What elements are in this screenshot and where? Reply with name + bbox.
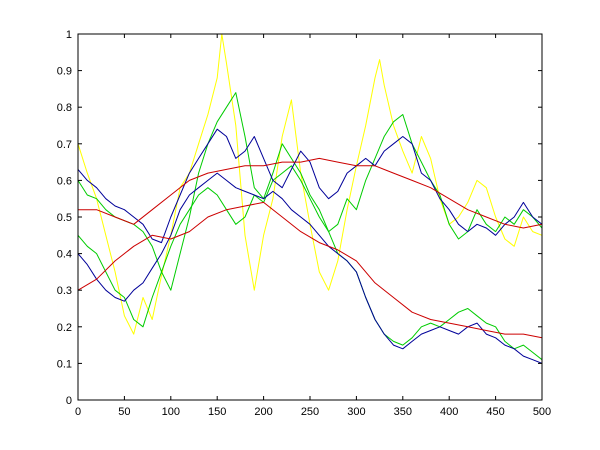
series-line-5 (77, 172, 543, 364)
y-tick-label: 0.2 (57, 322, 72, 334)
y-tick-label: 0.9 (57, 66, 72, 78)
x-tick-label: 250 (301, 406, 319, 418)
y-tick-label: 0.4 (57, 249, 72, 261)
x-tick-label: 400 (440, 406, 458, 418)
x-tick-label: 500 (533, 406, 551, 418)
y-tick-label: 0.5 (57, 212, 72, 224)
x-tick-label: 350 (394, 406, 412, 418)
x-tick-label: 200 (254, 406, 272, 418)
plot-area (78, 34, 542, 400)
series-layer (77, 33, 543, 364)
series-line-4 (77, 128, 543, 244)
y-tick-label: 0.3 (57, 285, 72, 297)
x-tick-label: 150 (208, 406, 226, 418)
x-tick-label: 300 (347, 406, 365, 418)
x-tick-label: 100 (162, 406, 180, 418)
x-tick-label: 50 (118, 406, 130, 418)
series-line-7 (77, 201, 543, 339)
series-line-3 (77, 165, 543, 361)
x-tick-label: 0 (75, 406, 81, 418)
y-tick-label: 0 (66, 395, 72, 407)
y-tick-label: 0.1 (57, 358, 72, 370)
ticks-layer: 0 50 100 150 200 250 300 350 400 450 500 0 0.1 0.2 0.3… (57, 29, 551, 418)
series-line-2 (77, 92, 543, 291)
x-tick-label: 450 (486, 406, 504, 418)
y-tick-label: 0.7 (57, 139, 72, 151)
y-tick-label: 0.8 (57, 102, 72, 114)
series-line-6 (78, 157, 543, 229)
y-tick-label: 0.6 (57, 175, 72, 187)
y-tick-label: 1 (66, 29, 72, 41)
